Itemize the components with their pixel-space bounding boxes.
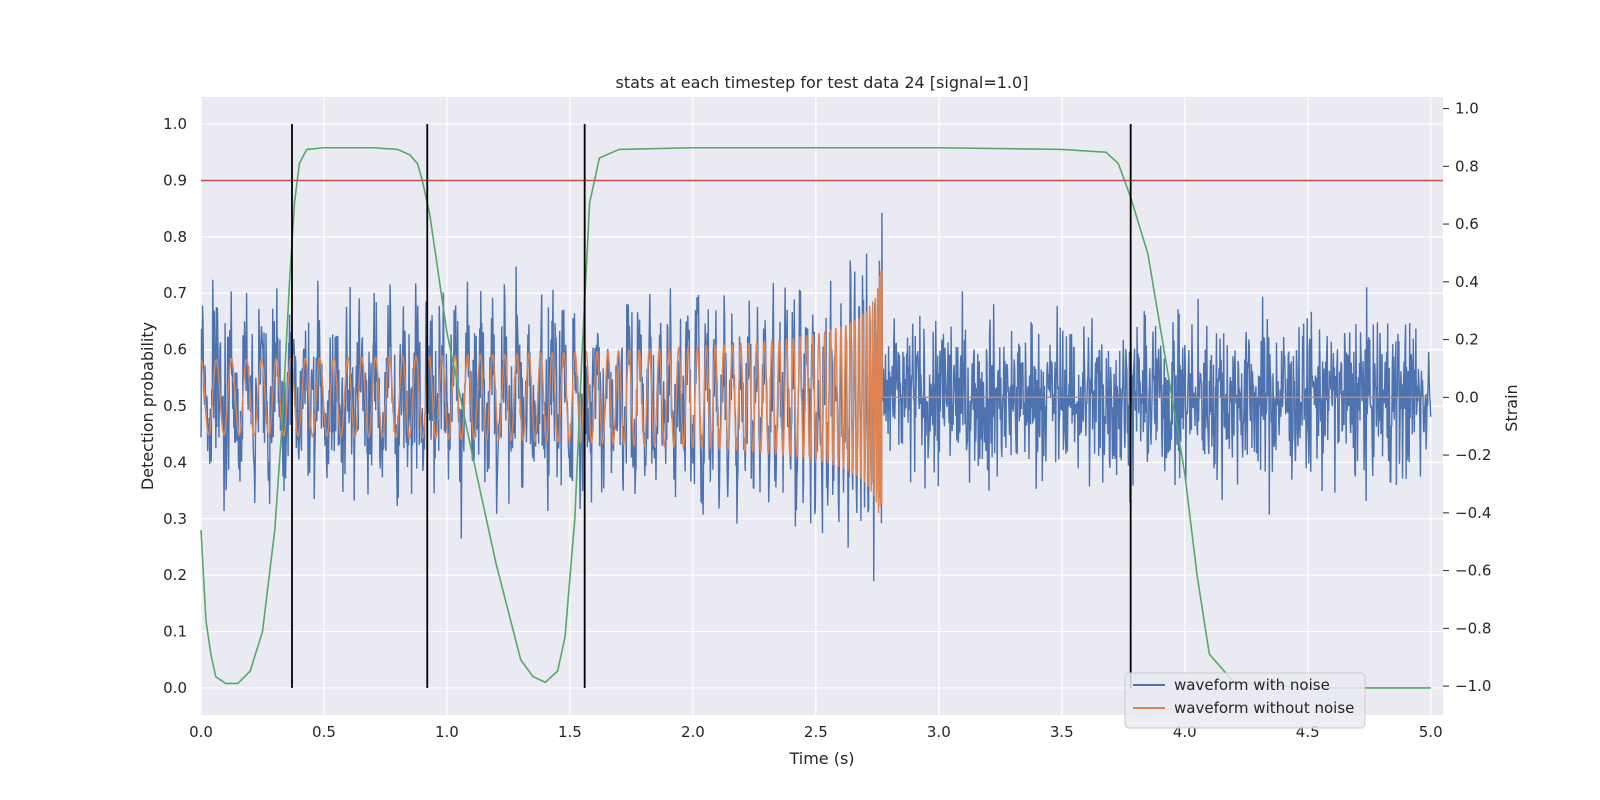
x-tick-label: 3.5: [1050, 723, 1074, 741]
y-tick-label: 1.0: [163, 115, 187, 133]
y2-tick-label: −0.6: [1455, 562, 1491, 580]
x-tick-label: 1.5: [558, 723, 582, 741]
series-waveform-without-noise: [200, 270, 1431, 514]
y-tick-label: 0.2: [163, 566, 187, 584]
y2-tick-label: −1.0: [1455, 677, 1491, 695]
y-axis-ticks: 0.0 0.1 0.2 0.3 0.4 0.5 0.6 0.7 0.8 0.9 1.0: [163, 115, 187, 697]
y2-tick-label: −0.8: [1455, 619, 1491, 637]
y2-tick-label: 0.6: [1455, 215, 1479, 233]
y-axis-title: Detection probability: [138, 322, 157, 490]
y2-tick-label: 0.8: [1455, 157, 1479, 175]
y2-tick-label: 0.4: [1455, 273, 1479, 291]
y2-axis-ticks: −1.0 −0.8 −0.6 −0.4 −0.2 0.0 0.2 0.4 0.6 0.8 1.0: [1443, 100, 1491, 695]
chart-title: stats at each timestep for test data 24 …: [616, 73, 1029, 92]
series-detection-probability: [200, 146, 1431, 689]
y2-tick-label: −0.4: [1455, 504, 1491, 522]
x-tick-label: 0.5: [312, 723, 336, 741]
x-axis-title: Time (s): [788, 749, 854, 768]
y2-tick-label: 0.2: [1455, 331, 1479, 349]
y-tick-label: 0.9: [163, 171, 187, 189]
y-tick-label: 0.0: [163, 679, 187, 697]
legend-entry-noisy: waveform with noise: [1174, 676, 1330, 694]
y-tick-label: 0.1: [163, 623, 187, 641]
clean-line: [200, 270, 1431, 514]
y2-axis-title: Strain: [1502, 384, 1521, 431]
y2-tick-label: 0.0: [1455, 388, 1479, 406]
y-tick-label: 0.4: [163, 453, 187, 471]
y-tick-label: 0.6: [163, 341, 187, 359]
y-tick-label: 0.3: [163, 510, 187, 528]
y-tick-label: 0.8: [163, 228, 187, 246]
x-tick-label: 1.0: [435, 723, 459, 741]
x-tick-label: 2.5: [804, 723, 828, 741]
x-tick-label: 0.0: [189, 723, 213, 741]
y2-tick-label: −0.2: [1455, 446, 1491, 464]
x-tick-label: 5.0: [1419, 723, 1443, 741]
probability-line: [200, 146, 1431, 689]
x-tick-label: 3.0: [927, 723, 951, 741]
vertical-markers: [291, 124, 1132, 688]
y-tick-label: 0.7: [163, 284, 187, 302]
y2-tick-label: 1.0: [1455, 100, 1479, 118]
legend-entry-clean: waveform without noise: [1174, 699, 1354, 717]
legend: waveform with noise waveform without noi…: [1124, 672, 1366, 729]
legend-box: [1124, 672, 1366, 729]
y-tick-label: 0.5: [163, 397, 187, 415]
x-tick-label: 2.0: [681, 723, 705, 741]
